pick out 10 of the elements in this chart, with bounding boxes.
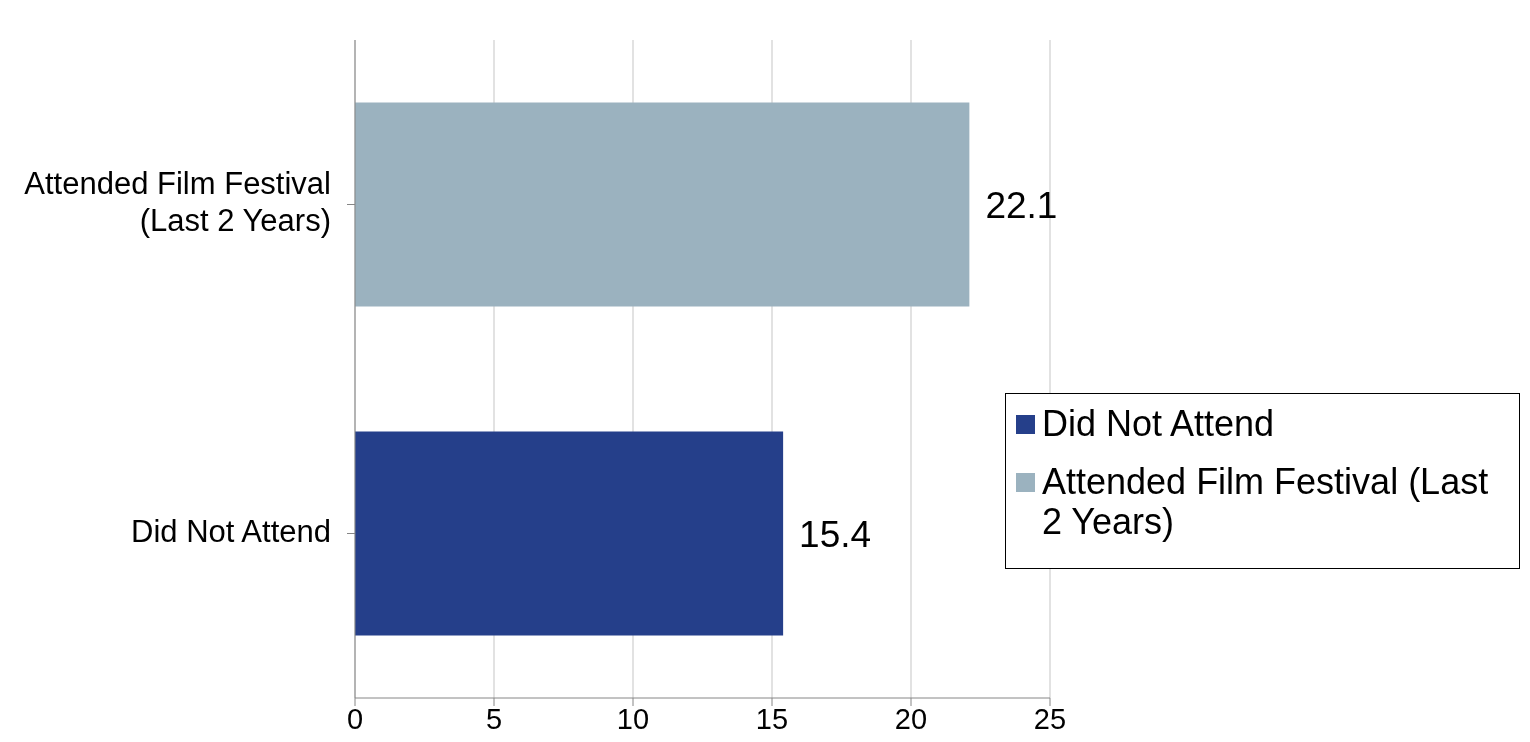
x-tick-label: 15 bbox=[755, 702, 789, 735]
data-label: 22.1 bbox=[985, 184, 1058, 226]
x-tick-label: 0 bbox=[346, 702, 364, 735]
x-tick-label: 20 bbox=[894, 702, 928, 735]
x-tick-label: 25 bbox=[1033, 702, 1067, 735]
legend-label: Did Not Attend bbox=[1042, 403, 1276, 444]
x-tick-label: 5 bbox=[485, 702, 503, 735]
x-tick-label: 10 bbox=[616, 702, 650, 735]
data-label: 15.4 bbox=[799, 513, 872, 555]
legend-label: Attended Film Festival (Last 2 Years) bbox=[1042, 461, 1490, 542]
